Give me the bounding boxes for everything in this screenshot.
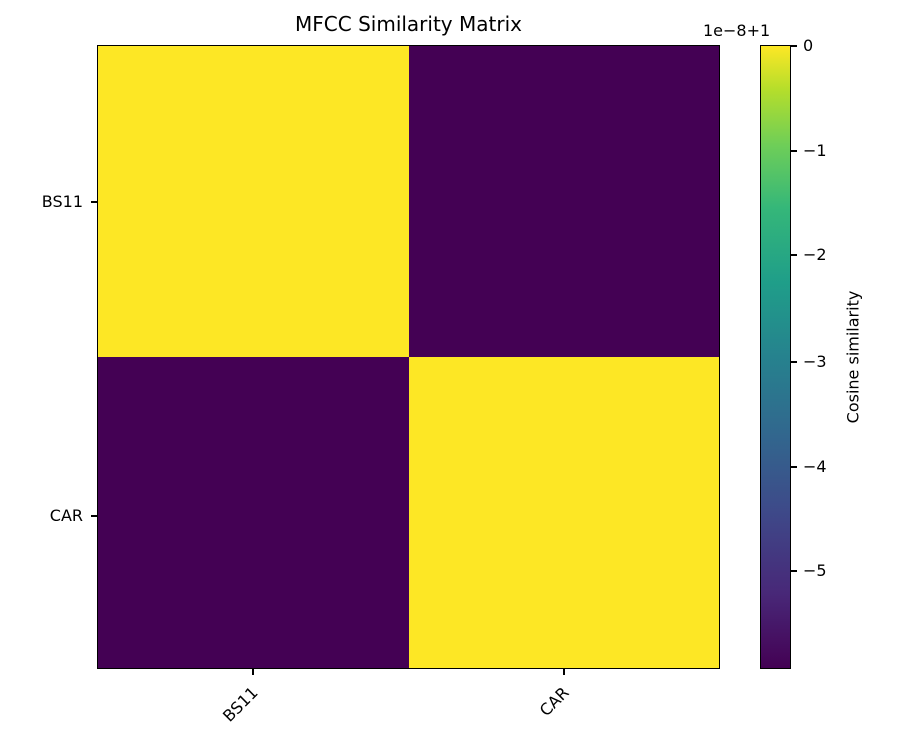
y-tick-mark <box>91 201 97 203</box>
heatmap-plot-area <box>97 45 720 669</box>
heatmap-cell-car-bs11 <box>98 357 409 668</box>
colorbar-tick-mark <box>791 466 797 468</box>
colorbar-tick-mark <box>791 570 797 572</box>
y-tick-label: BS11 <box>41 192 83 211</box>
colorbar-tick-mark <box>791 45 797 47</box>
y-tick-car: CAR <box>0 506 97 526</box>
colorbar-label: Cosine similarity <box>843 290 863 424</box>
chart-title: MFCC Similarity Matrix <box>295 12 522 36</box>
colorbar-tick-mark <box>791 254 797 256</box>
x-tick-mark <box>252 669 254 675</box>
y-tick-mark <box>91 515 97 517</box>
x-tick-label: BS11 <box>218 683 262 726</box>
colorbar-tick-mark <box>791 150 797 152</box>
x-tick-label: CAR <box>535 683 573 720</box>
heatmap-cell-car-car <box>408 357 719 668</box>
colorbar <box>760 45 791 669</box>
colorbar-tick-label: −2 <box>803 245 827 264</box>
colorbar-tick-mark <box>791 361 797 363</box>
colorbar-tick-label: 0 <box>803 36 814 55</box>
colorbar-tick-label: −1 <box>803 141 827 160</box>
heatmap-cell-bs11-bs11 <box>98 46 409 357</box>
heatmap-cell-bs11-car <box>408 46 719 357</box>
y-tick-label: CAR <box>49 506 83 525</box>
x-tick-mark <box>563 669 565 675</box>
x-tick-bs11: BS11 <box>219 669 261 749</box>
colorbar-tick-label: −5 <box>803 561 827 580</box>
colorbar-tick-label: −4 <box>803 457 827 476</box>
y-tick-bs11: BS11 <box>0 192 97 212</box>
colorbar-offset-text: 1e−8+1 <box>703 21 771 40</box>
colorbar-tick-label: −3 <box>803 352 827 371</box>
x-tick-car: CAR <box>535 669 572 749</box>
